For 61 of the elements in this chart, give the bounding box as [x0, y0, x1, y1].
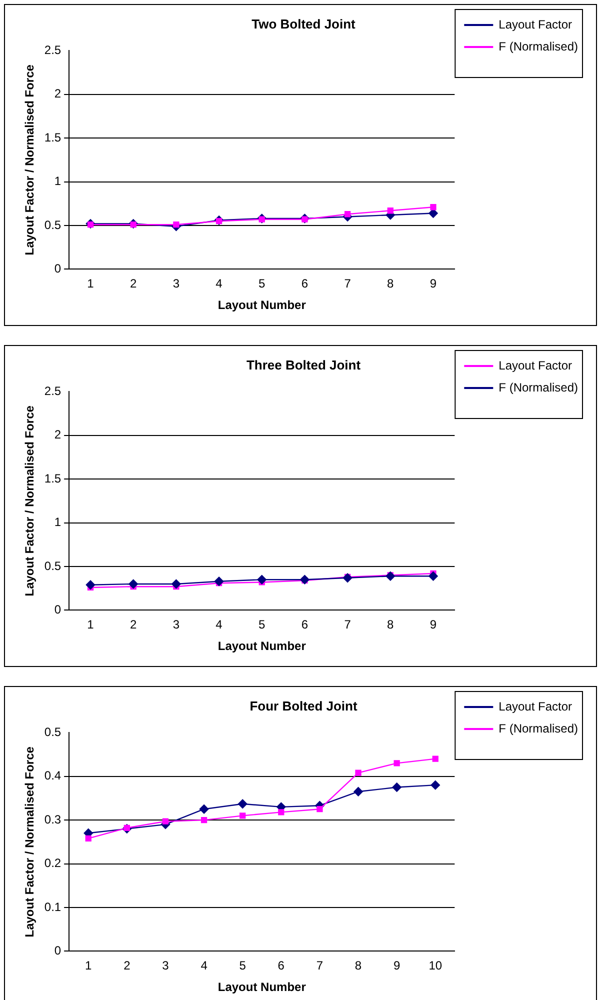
y-tick-label: 1.5	[44, 471, 62, 486]
x-axis-title: Layout Number	[218, 298, 306, 312]
y-tick-label: 0.4	[44, 768, 62, 783]
legend-label: Layout Factor	[498, 358, 572, 372]
y-tick-label: 1	[54, 515, 62, 530]
x-axis-title: Layout Number	[218, 639, 306, 654]
chart-title: Four Bolted Joint	[250, 698, 358, 714]
y-tick-label: 2.5	[44, 384, 62, 398]
x-tick-label: 9	[430, 276, 437, 291]
x-tick-label: 5	[258, 276, 266, 291]
x-tick-label: 6	[301, 276, 308, 291]
x-tick-label: 2	[130, 276, 137, 291]
x-tick-label: 9	[393, 958, 400, 973]
x-tick-label: 6	[301, 618, 308, 632]
y-axis-title: Layout Factor / Normalised Force	[22, 64, 37, 256]
x-tick-label: 3	[172, 276, 180, 291]
y-tick-label: 0	[54, 602, 62, 617]
y-tick-label: 1.5	[44, 130, 62, 144]
chart-title: Three Bolted Joint	[246, 357, 362, 372]
x-tick-label: 6	[278, 958, 285, 973]
x-tick-label: 2	[130, 618, 137, 632]
x-tick-label: 7	[344, 276, 352, 291]
legend-label: Layout Factor	[498, 699, 572, 714]
legend-label: F (Normalised)	[498, 39, 578, 54]
y-tick-label: 0	[54, 262, 62, 276]
x-tick-label: 5	[258, 618, 266, 632]
x-tick-label: 4	[216, 618, 223, 632]
x-tick-label: 2	[124, 958, 131, 973]
x-tick-label: 5	[239, 958, 246, 973]
x-tick-label: 1	[87, 276, 94, 291]
x-tick-label: 10	[428, 958, 442, 973]
x-tick-label: 8	[387, 618, 394, 632]
y-tick-label: 0	[54, 944, 62, 958]
x-tick-label: 7	[316, 958, 324, 973]
x-axis-title: Layout Number	[218, 980, 306, 994]
x-tick-label: 4	[216, 276, 223, 291]
y-tick-label: 1	[54, 174, 62, 188]
x-tick-label: 9	[430, 618, 437, 632]
legend-label: F (Normalised)	[498, 380, 578, 394]
x-tick-label: 4	[200, 958, 208, 973]
x-tick-label: 8	[354, 958, 362, 973]
y-tick-label: 0.5	[44, 558, 62, 573]
y-tick-label: 0.5	[44, 218, 62, 232]
y-axis-title: Layout Factor / Normalised Force	[22, 405, 37, 596]
y-axis-title: Layout Factor / Normalised Force	[22, 746, 37, 938]
chart-title: Two Bolted Joint	[252, 16, 356, 32]
legend-label: F (Normalised)	[498, 721, 578, 736]
x-tick-label: 3	[172, 618, 180, 632]
y-tick-label: 2	[54, 428, 62, 442]
x-tick-label: 8	[387, 276, 394, 291]
y-tick-label: 0.3	[44, 812, 62, 826]
y-tick-label: 2	[54, 86, 62, 101]
y-tick-label: 0.1	[44, 900, 62, 914]
y-tick-label: 2.5	[44, 42, 62, 57]
x-tick-label: 3	[162, 958, 170, 973]
x-tick-label: 1	[87, 618, 94, 632]
legend-label: Layout Factor	[498, 17, 572, 32]
x-tick-label: 7	[344, 618, 352, 632]
y-tick-label: 0.2	[44, 856, 62, 870]
y-tick-label: 0.5	[44, 724, 62, 739]
x-tick-label: 1	[85, 958, 92, 973]
